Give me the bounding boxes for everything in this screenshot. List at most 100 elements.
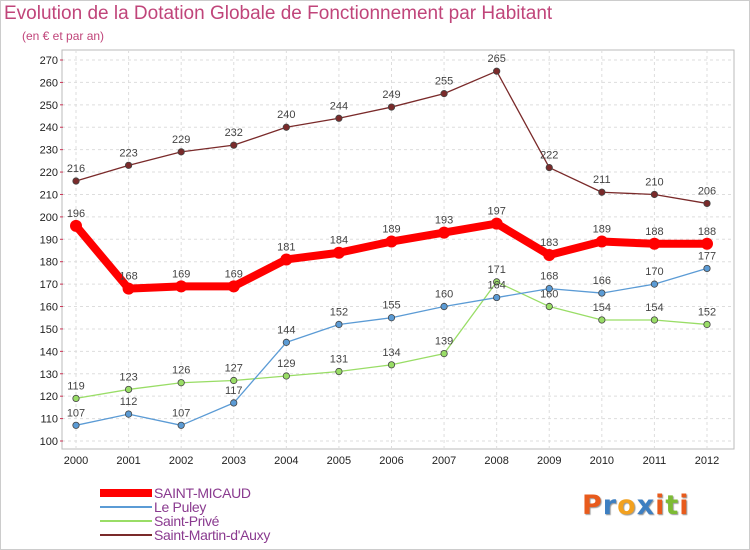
y-tick-label: 230	[40, 145, 58, 157]
data-label-saint-micaud: 168	[119, 271, 137, 283]
x-tick-label: 2007	[432, 455, 456, 467]
data-label-le-puley: 117	[225, 385, 243, 397]
data-point-le-puley	[545, 284, 553, 293]
data-label-saint-micaud: 189	[593, 224, 611, 236]
data-label-saint-martin-d-auxy: 216	[67, 163, 85, 175]
y-tick-label: 160	[40, 302, 58, 314]
logo-letter: i	[679, 490, 690, 521]
data-point-saint-micaud	[122, 282, 135, 295]
data-point-saint-martin-d-auxy	[493, 67, 501, 75]
x-tick-label: 2008	[484, 455, 508, 467]
data-label-saint-martin-d-auxy: 211	[593, 174, 611, 186]
chart-subtitle: (en € et par an)	[22, 29, 105, 43]
data-label-saint-micaud: 196	[67, 208, 85, 220]
x-tick-label: 2011	[643, 455, 667, 467]
y-tick-label: 260	[40, 77, 58, 89]
data-label-saint-micaud: 183	[540, 237, 558, 249]
data-label-saint-priv-: 139	[435, 336, 453, 348]
chart-title: Evolution de la Dotation Globale de Fonc…	[4, 3, 553, 24]
y-tick-label: 220	[40, 167, 58, 179]
data-point-saint-martin-d-auxy	[703, 199, 711, 208]
data-label-saint-micaud: 181	[277, 241, 295, 253]
data-point-saint-micaud	[438, 226, 451, 239]
logo-letter: P	[582, 490, 603, 521]
data-label-saint-martin-d-auxy: 249	[382, 89, 400, 101]
data-label-saint-micaud: 188	[698, 226, 716, 238]
data-point-le-puley	[335, 320, 343, 329]
y-tick-label: 110	[40, 414, 58, 426]
data-label-saint-priv-: 123	[119, 371, 137, 383]
y-tick-label: 130	[40, 369, 58, 381]
data-point-saint-micaud	[385, 235, 398, 248]
data-point-saint-micaud	[490, 217, 503, 230]
x-tick-label: 2006	[379, 455, 403, 467]
legend-swatch	[100, 506, 152, 508]
plot-area	[61, 49, 735, 450]
legend-label: SAINT-MICAUD	[154, 485, 251, 501]
data-label-saint-micaud: 188	[645, 226, 663, 238]
data-point-saint-priv-	[493, 278, 501, 286]
data-point-saint-priv-	[545, 302, 553, 311]
data-label-le-puley: 155	[382, 300, 400, 312]
data-point-saint-priv-	[650, 316, 659, 324]
data-label-saint-priv-: 119	[67, 380, 85, 392]
data-label-saint-martin-d-auxy: 240	[277, 109, 295, 121]
data-point-saint-micaud	[701, 237, 713, 250]
y-tick-label: 270	[40, 55, 58, 67]
data-point-saint-micaud	[227, 280, 240, 293]
data-point-le-puley	[282, 338, 290, 346]
data-point-le-puley	[124, 410, 133, 418]
legend-label: Saint-Privé	[154, 513, 220, 529]
y-tick-label: 250	[40, 100, 58, 112]
data-point-saint-martin-d-auxy	[650, 190, 659, 199]
data-label-saint-martin-d-auxy: 244	[330, 100, 348, 112]
data-label-le-puley: 164	[487, 280, 505, 292]
data-label-saint-micaud: 193	[435, 215, 453, 227]
data-label-saint-priv-: 160	[540, 289, 558, 301]
data-point-saint-martin-d-auxy	[177, 148, 185, 156]
y-tick-label: 210	[40, 189, 58, 201]
data-point-le-puley	[493, 293, 501, 302]
data-point-saint-micaud	[595, 235, 608, 248]
x-tick-label: 2001	[116, 455, 140, 467]
data-label-saint-priv-: 134	[382, 347, 400, 359]
data-point-saint-martin-d-auxy	[598, 188, 606, 196]
data-label-saint-priv-: 171	[487, 264, 505, 276]
y-tick-label: 240	[40, 122, 58, 134]
data-label-le-puley: 160	[435, 289, 453, 301]
data-label-saint-priv-: 154	[593, 302, 611, 314]
legend-swatch	[100, 489, 152, 497]
data-point-saint-priv-	[598, 316, 606, 324]
data-point-saint-priv-	[282, 372, 290, 380]
data-point-le-puley	[598, 289, 606, 297]
data-label-le-puley: 168	[540, 271, 558, 283]
logo-letter: r	[602, 490, 618, 521]
data-point-le-puley	[440, 302, 448, 311]
data-label-saint-martin-d-auxy: 206	[698, 185, 716, 197]
data-point-saint-micaud	[175, 280, 188, 293]
data-point-saint-micaud	[280, 253, 293, 266]
y-tick-label: 100	[40, 436, 58, 448]
x-tick-label: 2003	[222, 455, 246, 467]
data-label-le-puley: 107	[67, 407, 85, 419]
data-point-saint-micaud	[332, 246, 345, 259]
x-tick-label: 2009	[537, 455, 561, 467]
data-point-saint-micaud	[543, 248, 556, 261]
x-tick-label: 2010	[590, 455, 614, 467]
data-point-saint-martin-d-auxy	[545, 163, 553, 172]
data-point-saint-micaud	[648, 237, 661, 250]
data-point-saint-priv-	[387, 361, 396, 369]
data-point-le-puley	[177, 421, 185, 429]
data-label-le-puley: 166	[593, 275, 611, 287]
data-label-saint-priv-: 154	[645, 302, 663, 314]
data-label-saint-martin-d-auxy: 223	[119, 147, 137, 159]
x-tick-label: 2004	[274, 455, 298, 467]
x-tick-label: 2012	[695, 455, 719, 467]
data-label-saint-micaud: 184	[330, 235, 348, 247]
legend-label: Le Puley	[154, 499, 207, 515]
data-point-saint-priv-	[703, 320, 711, 329]
data-point-saint-martin-d-auxy	[335, 114, 343, 122]
proxiti-logo: Proxiti	[582, 490, 690, 521]
data-label-saint-micaud: 197	[487, 206, 505, 218]
logo-letter: x	[636, 490, 656, 521]
